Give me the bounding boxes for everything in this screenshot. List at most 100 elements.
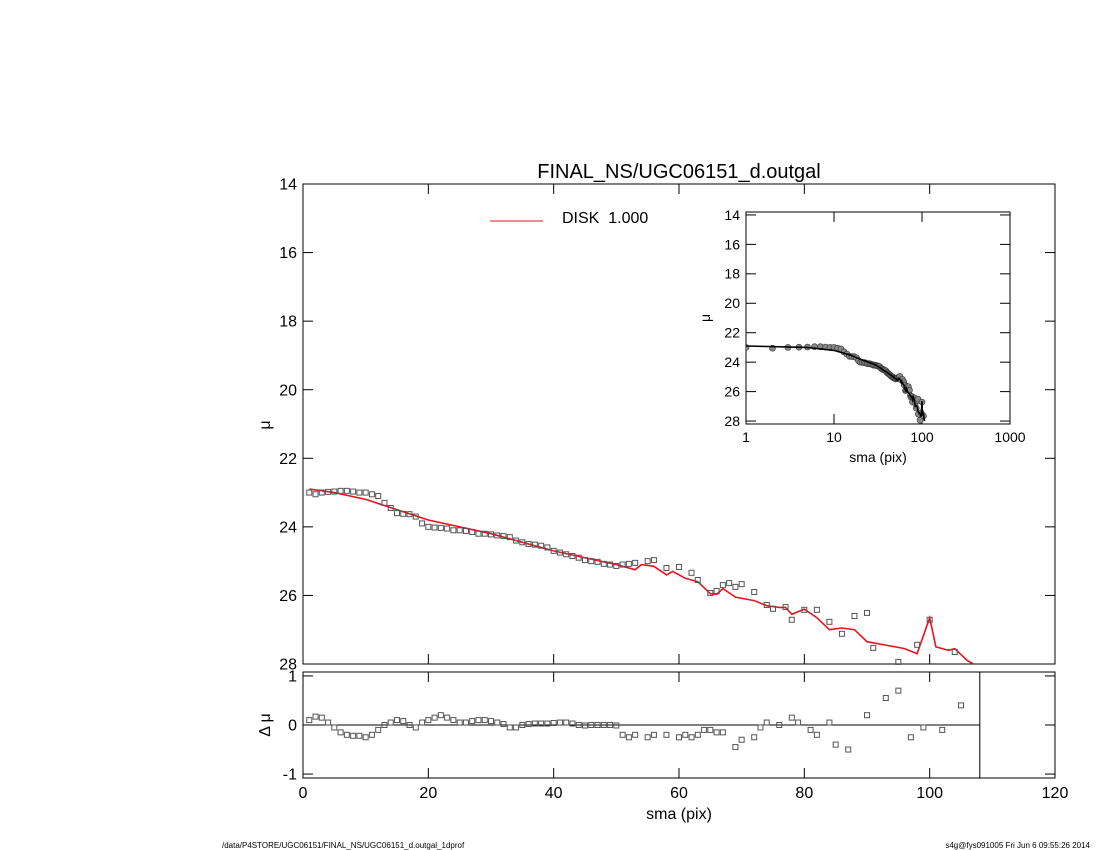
data-point (381, 499, 388, 506)
data-point (713, 729, 720, 736)
data-point (538, 720, 545, 727)
x-tick-label: 1 (742, 429, 750, 445)
data-point (368, 491, 375, 498)
data-point (356, 732, 363, 739)
data-point (412, 724, 419, 731)
data-point (625, 560, 632, 567)
data-point (694, 731, 701, 738)
data-point (325, 719, 332, 726)
data-point (600, 722, 607, 728)
data-point (444, 714, 451, 721)
x-tick-label: 60 (670, 785, 688, 802)
data-point (707, 590, 714, 597)
data-point (343, 731, 350, 738)
y-tick-label: 26 (279, 588, 297, 605)
y-tick-label: 16 (279, 245, 297, 262)
data-point (488, 718, 494, 725)
y-tick-label: 20 (279, 382, 297, 399)
y-tick-label: 1 (288, 669, 297, 686)
data-point (738, 581, 745, 588)
data-point (306, 717, 313, 724)
data-point (701, 726, 708, 733)
data-point (331, 724, 338, 731)
data-point (582, 557, 588, 564)
data-point (331, 488, 338, 495)
data-point (569, 553, 576, 559)
data-point (719, 582, 726, 589)
data-point (582, 722, 588, 729)
y-axis-label: μ (257, 420, 274, 429)
data-point (663, 731, 670, 738)
data-point (813, 731, 820, 738)
data-point (613, 722, 620, 729)
data-point (550, 720, 557, 727)
data-point (469, 529, 476, 535)
x-tick-label: 10 (826, 429, 842, 445)
data-point (694, 577, 701, 583)
data-point (469, 718, 476, 725)
data-point (387, 505, 394, 511)
data-point (644, 558, 651, 565)
data-point (400, 718, 407, 725)
footer-left: /data/P4STORE/UGC06151/FINAL_NS/UGC06151… (222, 841, 465, 850)
data-point (444, 525, 451, 532)
data-point (488, 531, 494, 538)
data-point (394, 717, 400, 724)
data-point (481, 717, 488, 724)
data-point (425, 523, 432, 530)
data-point (613, 562, 620, 569)
x-tick-label: 120 (1042, 785, 1069, 802)
data-point (895, 658, 902, 665)
data-point (600, 560, 607, 567)
data-point (506, 724, 513, 731)
y-tick-label: 16 (724, 236, 740, 252)
data-point (481, 530, 488, 537)
data-point (381, 722, 388, 728)
data-point (362, 734, 369, 741)
data-point (462, 719, 469, 726)
data-point (951, 649, 958, 655)
data-point (406, 722, 413, 728)
data-point (431, 524, 438, 531)
x-axis-label: sma (pix) (646, 806, 712, 823)
y-tick-label: 0 (288, 718, 297, 735)
data-point (895, 687, 902, 694)
x-tick-label: 40 (545, 785, 563, 802)
data-point (356, 489, 363, 496)
data-point (707, 726, 714, 733)
data-point (845, 746, 852, 753)
data-point (531, 720, 538, 727)
data-point (450, 717, 457, 724)
y-axis-label: Δ μ (257, 713, 274, 736)
data-point (538, 542, 545, 549)
model-line (309, 488, 974, 664)
data-point (801, 606, 808, 613)
data-point (437, 712, 444, 719)
inset-bg (746, 212, 1010, 424)
plot-frame (745, 211, 1011, 425)
data-point (337, 487, 344, 494)
data-point (826, 719, 833, 726)
data-point (838, 630, 845, 637)
data-point (513, 537, 520, 544)
data-point (713, 587, 720, 594)
data-point (588, 558, 595, 565)
data-point (519, 539, 526, 546)
data-point (926, 616, 933, 623)
data-point (688, 569, 695, 576)
data-point (412, 513, 419, 520)
x-tick-label: 100 (910, 429, 934, 445)
x-tick-label: 100 (916, 785, 943, 802)
y-tick-label: 22 (279, 451, 297, 468)
y-tick-label: 28 (724, 413, 740, 429)
data-point (406, 511, 413, 518)
y-tick-label: 18 (724, 266, 740, 282)
x-tick-label: 0 (299, 785, 308, 802)
x-tick-label: 1000 (994, 429, 1025, 445)
data-point (864, 712, 870, 719)
y-tick-label: 26 (724, 384, 740, 400)
data-point (914, 641, 921, 648)
data-point (650, 731, 657, 738)
data-point (732, 583, 739, 590)
data-point (419, 719, 426, 726)
